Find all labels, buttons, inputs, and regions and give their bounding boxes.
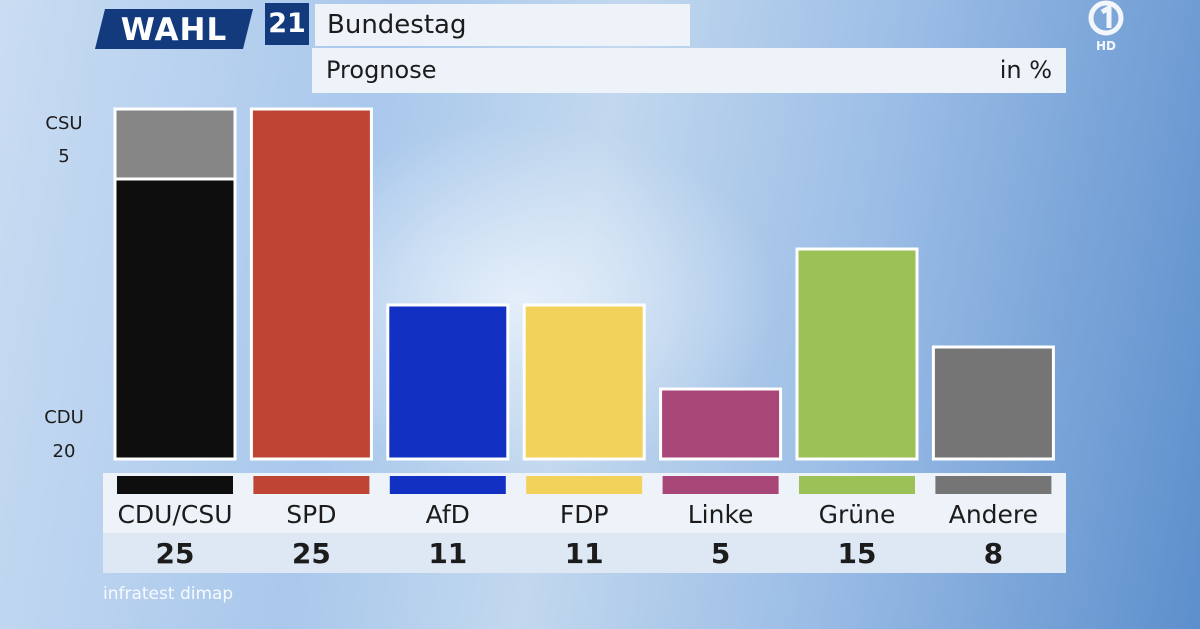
legend-swatch-cdu-csu [117, 476, 233, 494]
legend-swatch-afd [389, 476, 506, 494]
category-label-spd: SPD [286, 500, 336, 529]
bar-linke [659, 387, 783, 461]
bar-fdp [522, 303, 646, 461]
value-label-andere: 8 [984, 537, 1003, 570]
chart-title: Bundestag [315, 4, 690, 46]
legend-swatch-fdp [526, 476, 643, 494]
category-label-gr-ne: Grüne [819, 500, 896, 529]
category-label-fdp: FDP [560, 500, 609, 529]
cdu-stack-value: 20 [52, 441, 76, 462]
legend-swatch-spd [253, 476, 370, 494]
values-band [103, 533, 1066, 573]
legend-swatch-andere [935, 476, 1052, 494]
category-label-andere: Andere [949, 500, 1038, 529]
chart-subtitle: Prognose [326, 56, 437, 84]
value-label-afd: 11 [428, 537, 467, 570]
chart-subtitle-bar: Prognose in % [312, 48, 1066, 93]
unit-label: in % [999, 56, 1052, 84]
bar-spd [249, 107, 373, 461]
category-label-afd: AfD [426, 500, 470, 529]
hd-badge: HD [1096, 39, 1116, 53]
bar-cdu [113, 177, 237, 461]
csu-stack-value: 5 [58, 146, 70, 167]
bar-andere [931, 345, 1055, 461]
category-label-cdu-csu: CDU/CSU [117, 500, 232, 529]
value-label-linke: 5 [711, 537, 730, 570]
source-label: infratest dimap [103, 584, 234, 604]
csu-stack-name: CSU [45, 113, 83, 134]
value-label-spd: 25 [292, 537, 331, 570]
value-label-gr-ne: 15 [838, 537, 877, 570]
legend-swatch-gr-ne [799, 476, 915, 494]
bar-gr-ne [795, 247, 919, 461]
value-label-fdp: 11 [565, 537, 604, 570]
category-label-linke: Linke [688, 500, 754, 529]
value-label-cdu-csu: 25 [156, 537, 195, 570]
bar-afd [386, 303, 510, 461]
legend-swatch-linke [662, 476, 779, 494]
ard-1-logo-icon: HD [1088, 0, 1124, 53]
cdu-stack-name: CDU [44, 407, 84, 428]
bar-csu [113, 107, 237, 181]
wahl-logo-text: WAHL [120, 12, 228, 48]
wahl-logo-number: 21 [265, 3, 309, 45]
